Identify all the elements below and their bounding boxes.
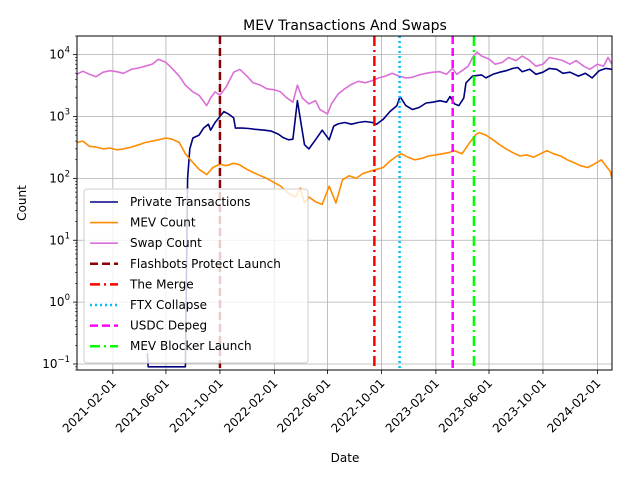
legend-entry: USDC Depeg bbox=[90, 319, 207, 333]
legend-label: MEV Count bbox=[130, 216, 196, 230]
legend-entry: Swap Count bbox=[90, 236, 202, 250]
legend-box bbox=[83, 188, 309, 364]
y-tick-base: 10 bbox=[49, 48, 64, 62]
y-tick-exponent: 3 bbox=[65, 108, 70, 118]
y-tick-exponent: 4 bbox=[65, 46, 70, 56]
y-tick-base: 10 bbox=[49, 171, 64, 185]
y-tick-exponent: −1 bbox=[57, 355, 70, 365]
y-tick-label: 102 bbox=[49, 169, 70, 185]
x-axis-label: Date bbox=[331, 451, 360, 465]
y-tick-label: 104 bbox=[49, 46, 70, 62]
legend: Private Transactions MEV Count Swap Count F… bbox=[83, 188, 309, 364]
legend-label: USDC Depeg bbox=[130, 319, 207, 333]
y-tick-base: 10 bbox=[49, 110, 64, 124]
y-tick-base: 10 bbox=[42, 357, 57, 371]
y-tick-base: 10 bbox=[49, 233, 64, 247]
legend-label: FTX Collapse bbox=[130, 298, 207, 312]
legend-entry: MEV Blocker Launch bbox=[90, 339, 252, 353]
legend-label: Swap Count bbox=[130, 236, 202, 250]
y-tick-label: 101 bbox=[49, 231, 70, 247]
y-tick-base: 10 bbox=[49, 295, 64, 309]
y-tick-exponent: 0 bbox=[65, 293, 70, 303]
legend-entry: The Merge bbox=[90, 277, 194, 291]
legend-entry: Flashbots Protect Launch bbox=[90, 257, 281, 271]
y-tick-exponent: 2 bbox=[65, 169, 70, 179]
y-tick-exponent: 1 bbox=[65, 231, 70, 241]
legend-entry: FTX Collapse bbox=[90, 298, 207, 312]
series-line-swap-count bbox=[77, 51, 612, 115]
chart-title: MEV Transactions And Swaps bbox=[243, 18, 447, 34]
legend-label: Private Transactions bbox=[130, 195, 251, 209]
y-axis-label: Count bbox=[15, 185, 29, 221]
legend-label: Flashbots Protect Launch bbox=[130, 257, 281, 271]
y-tick-label: 100 bbox=[49, 293, 70, 309]
legend-entry: Private Transactions bbox=[90, 195, 251, 209]
y-tick-label: 103 bbox=[49, 108, 70, 124]
y-tick-label: 10−1 bbox=[42, 355, 70, 371]
series-line-mev-count bbox=[77, 131, 612, 206]
legend-label: The Merge bbox=[129, 277, 194, 291]
legend-entry: MEV Count bbox=[90, 216, 196, 230]
legend-label: MEV Blocker Launch bbox=[130, 339, 252, 353]
